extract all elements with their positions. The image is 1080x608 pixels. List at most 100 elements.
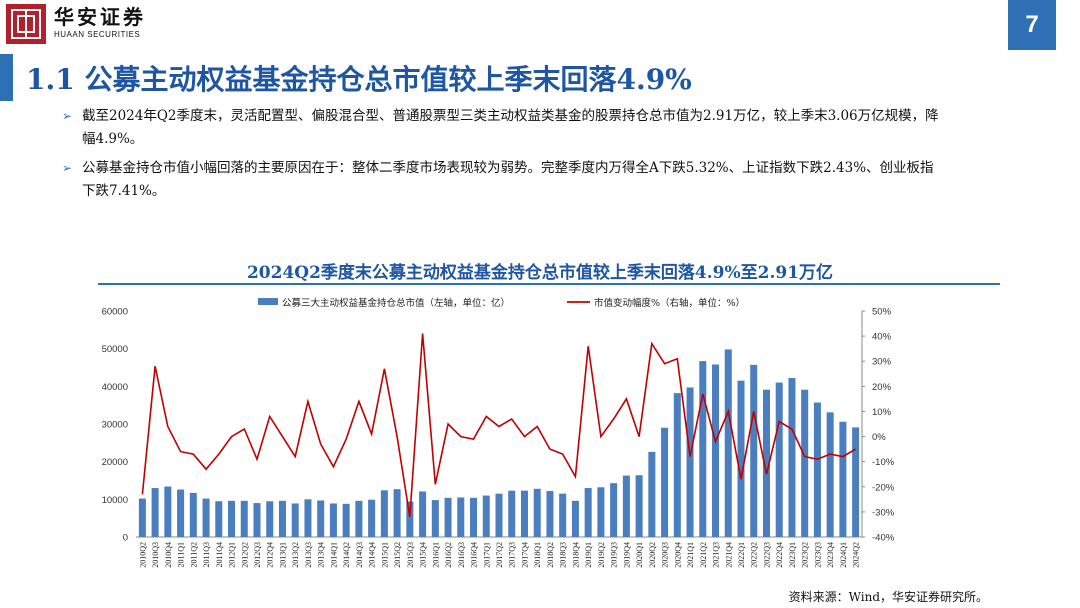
bar (342, 503, 350, 537)
bar (622, 475, 630, 537)
x-axis-tick-label: 2016Q2 (444, 542, 453, 568)
bar (597, 487, 605, 537)
x-axis-tick-label: 2010Q3 (151, 542, 160, 568)
x-axis-tick-label: 2023Q4 (826, 542, 835, 568)
right-axis-tick-label: 40% (872, 332, 892, 343)
bar (189, 492, 197, 537)
bar (648, 451, 656, 537)
bar (215, 501, 223, 537)
x-axis-tick-label: 2017Q4 (520, 542, 529, 568)
x-axis-tick-label: 2019Q4 (622, 542, 631, 568)
x-axis-tick-label: 2020Q2 (648, 542, 657, 568)
x-axis-tick-label: 2018Q2 (546, 542, 555, 568)
bar (801, 389, 809, 537)
bar (317, 500, 325, 537)
bar (826, 412, 834, 537)
bar (775, 382, 783, 537)
bar (444, 497, 452, 537)
bar (164, 486, 172, 537)
left-axis-tick-label: 50000 (102, 344, 128, 355)
bar (419, 491, 427, 537)
right-axis-tick-label: -20% (872, 482, 895, 493)
x-axis-tick-label: 2011Q4 (215, 542, 224, 567)
x-axis-tick-label: 2010Q2 (138, 542, 147, 568)
x-axis-tick-label: 2021Q2 (699, 542, 708, 568)
left-axis-tick-label: 30000 (102, 420, 128, 431)
source-note: 资料来源：Wind，华安证券研究所。 (788, 590, 988, 604)
x-axis-tick-label: 2012Q2 (240, 542, 249, 568)
page-number: 7 (1008, 0, 1056, 50)
x-axis-tick-label: 2019Q3 (610, 542, 619, 568)
bar (228, 500, 236, 537)
x-axis-tick-label: 2022Q3 (762, 542, 771, 568)
line-series (141, 333, 857, 518)
x-axis-tick-label: 2013Q4 (317, 542, 326, 568)
bar (750, 364, 758, 537)
x-axis-tick-label: 2023Q1 (788, 542, 797, 568)
brand-name-cn: 华安证券 (54, 5, 146, 29)
x-axis-tick-label: 2019Q2 (597, 542, 606, 568)
bar (712, 364, 720, 537)
bar (177, 489, 185, 537)
left-axis-tick-label: 60000 (102, 307, 128, 318)
bar (571, 500, 579, 537)
x-axis-tick-label: 2012Q3 (253, 542, 262, 568)
brand-name-en: HUAAN SECURITIES (54, 30, 141, 39)
bar (304, 499, 312, 537)
bar (520, 490, 528, 537)
bar (508, 490, 516, 537)
legend-bar-swatch (258, 298, 278, 305)
arrow-bullet-icon: ➢ (62, 161, 73, 175)
bar (253, 503, 261, 537)
x-axis-tick-label: 2020Q3 (661, 542, 670, 568)
x-axis-tick-label: 2016Q1 (431, 542, 440, 568)
bar (495, 493, 503, 537)
x-axis-tick-label: 2021Q3 (712, 542, 721, 568)
x-axis-tick-label: 2018Q3 (559, 542, 568, 568)
right-axis-tick-label: 50% (872, 307, 892, 318)
chart-title: 2024Q2季度末公募主动权益基金持仓总市值较上季末回落4.9%至2.91万亿 (246, 263, 834, 283)
x-axis-tick-label: 2013Q1 (278, 542, 287, 568)
x-axis-tick-label: 2011Q3 (202, 542, 211, 567)
x-axis-tick-label: 2018Q4 (571, 542, 580, 568)
x-axis-tick-label: 2014Q2 (342, 542, 351, 568)
arrow-bullet-icon: ➢ (62, 109, 73, 123)
x-axis-tick-label: 2012Q4 (266, 542, 275, 568)
bar (470, 497, 478, 537)
x-axis-tick-label: 2016Q4 (470, 542, 479, 568)
bullet-item: ➢ 截至2024年Q2季度末，灵活配置型、偏股混合型、普通股票型三类主动权益类基… (62, 105, 942, 151)
bar (724, 349, 732, 537)
bar (762, 389, 770, 537)
x-axis-tick-label: 2024Q1 (839, 542, 848, 568)
bar (431, 500, 439, 537)
bar (240, 500, 248, 537)
bar (329, 503, 337, 537)
title-accent-bar (0, 54, 13, 101)
bar (278, 500, 286, 537)
bar (138, 498, 146, 537)
bar (482, 495, 490, 537)
x-axis-tick-label: 2013Q2 (291, 542, 300, 568)
bar (737, 380, 745, 537)
brand: 华安证券 HUAAN SECURITIES (54, 6, 146, 39)
bar (380, 490, 388, 537)
bar (368, 499, 376, 537)
x-axis-tick-label: 2010Q4 (164, 542, 173, 568)
bullet-item: ➢ 公募基金持仓市值小幅回落的主要原因在于：整体二季度市场表现较为弱势。完整季度… (62, 157, 942, 203)
x-axis-tick-label: 2022Q1 (737, 542, 746, 568)
x-axis-tick-label: 2015Q2 (393, 542, 402, 568)
brand-logo (6, 4, 46, 44)
right-axis-tick-label: 10% (872, 407, 892, 418)
left-axis-tick-label: 20000 (102, 457, 128, 468)
bar (546, 491, 554, 537)
bar (266, 501, 274, 537)
x-axis-tick-label: 2017Q3 (508, 542, 517, 568)
bar (291, 503, 299, 537)
bar (584, 488, 592, 537)
right-axis-tick-label: -40% (872, 533, 895, 544)
x-axis-tick-label: 2018Q1 (533, 542, 542, 568)
bar (839, 421, 847, 537)
x-axis-tick-label: 2014Q4 (368, 542, 377, 568)
x-axis-tick-label: 2015Q4 (419, 542, 428, 568)
